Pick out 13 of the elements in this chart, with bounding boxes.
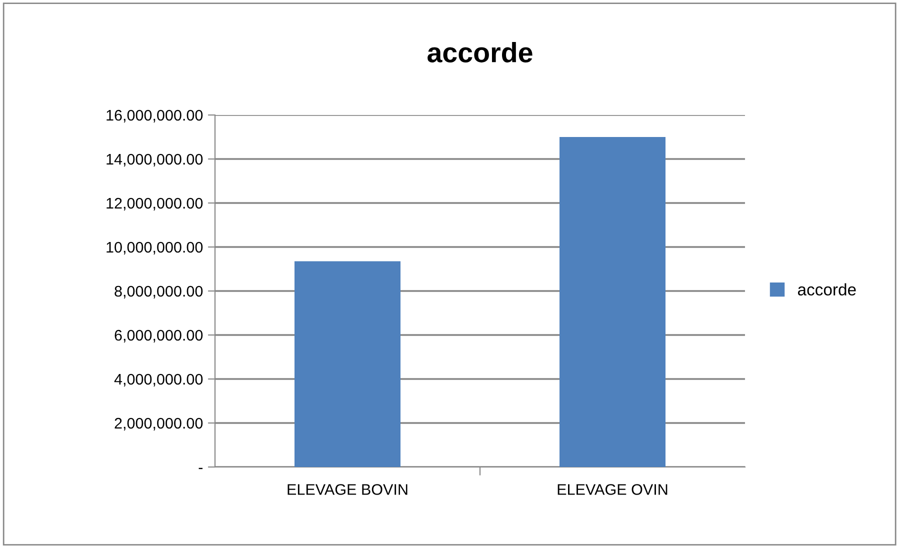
y-tick-label: 4,000,000.00 [114,374,203,386]
x-tick-label: ELEVAGE OVIN [558,484,668,495]
legend-label: accorde [798,283,856,296]
y-tick-label: 12,000,000.00 [106,198,203,210]
y-tick-label: - [198,468,203,470]
y-tick-label: 10,000,000.00 [106,242,203,254]
chart-title: accorde [428,42,532,62]
y-tick-label: 6,000,000.00 [114,330,203,342]
y-tick-label: 14,000,000.00 [106,154,203,166]
y-tick-label: 16,000,000.00 [106,110,203,122]
y-tick-label: 8,000,000.00 [114,286,203,298]
y-tick-label: 2,000,000.00 [114,418,203,430]
x-tick-label: ELEVAGE BOVIN [288,484,408,495]
